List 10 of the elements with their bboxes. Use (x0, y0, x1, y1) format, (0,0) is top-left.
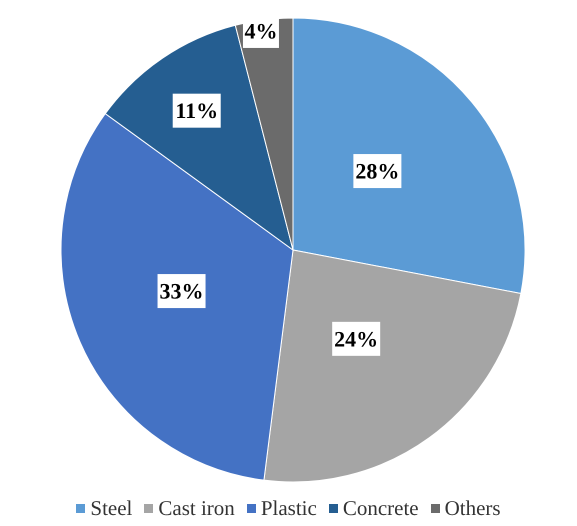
legend-label: Steel (90, 496, 132, 521)
data-label: 4% (244, 18, 278, 44)
data-label: 33% (160, 278, 204, 304)
legend-label: Plastic (260, 496, 317, 521)
data-label: 28% (355, 158, 400, 184)
data-label: 24% (334, 326, 378, 352)
data-label: 11% (175, 98, 218, 124)
legend-label: Others (444, 496, 501, 521)
legend-label: Cast iron (158, 496, 235, 521)
legend-label: Concrete (342, 496, 419, 521)
